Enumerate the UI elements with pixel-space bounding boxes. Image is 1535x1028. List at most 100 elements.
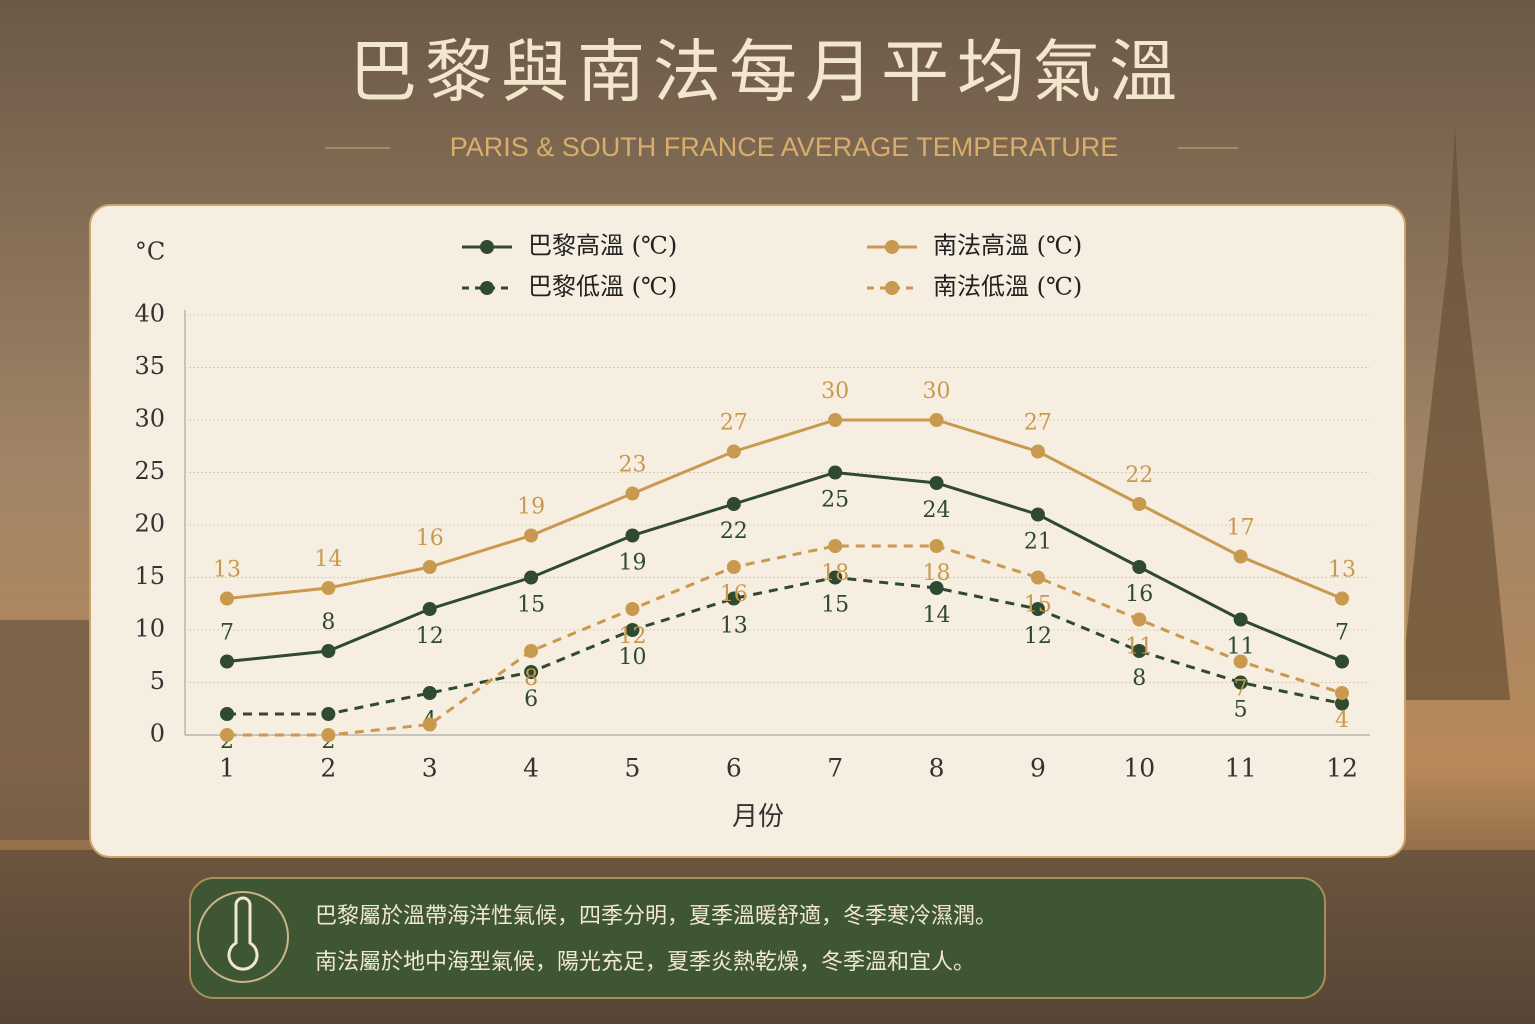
data-label: 8	[524, 666, 538, 691]
note-line: 巴黎屬於溫帶海洋性氣候，四季分明，夏季溫暖舒適，冬季寒冷濕潤。	[315, 904, 997, 929]
point	[828, 539, 843, 553]
x-tick-label: 2	[320, 754, 336, 783]
point	[524, 665, 539, 679]
data-label: 19	[618, 551, 646, 576]
data-label: 27	[720, 411, 748, 436]
data-label: 12	[618, 624, 646, 649]
data-label: 21	[1024, 530, 1052, 555]
point	[1132, 560, 1147, 574]
x-tick-label: 4	[523, 754, 539, 783]
point	[422, 602, 437, 616]
point	[1132, 612, 1147, 627]
point	[726, 444, 741, 459]
point	[1030, 444, 1045, 459]
point	[422, 560, 437, 574]
data-label: 11	[1125, 635, 1153, 660]
x-tick-label: 9	[1030, 754, 1046, 783]
point	[220, 654, 234, 669]
point	[524, 644, 539, 658]
point	[1233, 675, 1248, 690]
point	[828, 413, 843, 427]
data-label: 15	[1024, 593, 1052, 618]
building	[0, 620, 90, 840]
y-tick-label: 25	[134, 457, 165, 485]
point	[220, 707, 234, 721]
data-label: 15	[821, 593, 849, 618]
point	[220, 728, 234, 742]
data-label: 5	[1234, 698, 1248, 723]
data-label: 15	[517, 593, 545, 618]
x-tick-label: 10	[1123, 754, 1155, 783]
data-label: 7	[1335, 621, 1349, 646]
data-label: 23	[618, 453, 646, 478]
x-tick-label: 1	[219, 754, 235, 783]
y-tick-label: 0	[150, 720, 165, 748]
data-label: 12	[1024, 624, 1052, 649]
point	[625, 602, 640, 616]
icon-ring	[197, 891, 289, 983]
x-axis-title: 月份	[732, 802, 784, 832]
series-line	[226, 470, 1343, 663]
legend-marker	[885, 281, 899, 295]
data-label: 7	[1234, 677, 1248, 702]
data-label: 13	[213, 558, 241, 583]
point	[929, 476, 944, 490]
point	[220, 591, 234, 606]
point	[929, 581, 944, 595]
data-label: 16	[1125, 582, 1153, 607]
data-label: 30	[923, 379, 951, 404]
point	[1233, 549, 1248, 564]
point	[422, 686, 437, 700]
data-label: 4	[1335, 708, 1349, 733]
x-tick-label: 5	[625, 754, 641, 783]
legend-label: 南法低溫 (℃)	[933, 273, 1082, 301]
series-line	[227, 544, 1343, 737]
data-label: 25	[821, 488, 849, 513]
legend-marker	[480, 240, 494, 254]
note-box	[189, 877, 1326, 999]
point	[321, 707, 336, 721]
y-unit: °C	[135, 238, 165, 266]
y-tick-label: 40	[134, 300, 165, 328]
x-tick-label: 7	[827, 754, 843, 783]
point	[1030, 570, 1045, 585]
point	[1335, 654, 1349, 669]
data-label: 27	[1024, 411, 1052, 436]
data-label: 13	[1328, 558, 1356, 583]
x-tick-label: 12	[1326, 754, 1358, 783]
data-label: 14	[314, 547, 342, 572]
data-label: 8	[1132, 666, 1146, 691]
data-label: 19	[517, 495, 545, 520]
data-label: 22	[1125, 463, 1153, 488]
data-label: 24	[923, 498, 951, 523]
data-label: 16	[416, 526, 444, 551]
point	[524, 570, 539, 585]
point	[1132, 497, 1147, 511]
point	[321, 581, 336, 595]
point	[321, 728, 336, 742]
point	[726, 497, 741, 511]
data-label: 14	[923, 603, 951, 628]
data-label: 7	[220, 621, 234, 646]
legend-label: 巴黎高溫 (℃)	[528, 232, 677, 260]
legend-label: 巴黎低溫 (℃)	[528, 273, 677, 301]
data-label: 13	[720, 614, 748, 639]
data-label: 17	[1227, 516, 1255, 541]
point	[625, 623, 640, 637]
point	[321, 644, 336, 658]
point	[828, 465, 843, 480]
point	[726, 560, 741, 574]
point	[1030, 507, 1045, 522]
y-tick-label: 15	[134, 562, 165, 590]
data-label: 18	[821, 561, 849, 586]
x-tick-label: 11	[1225, 754, 1257, 783]
series-line	[226, 418, 1343, 600]
point	[929, 539, 944, 553]
x-tick-label: 6	[726, 754, 742, 783]
legend-marker	[885, 240, 899, 254]
data-label: 18	[923, 561, 951, 586]
legend-label: 南法高溫 (℃)	[933, 232, 1082, 260]
x-tick-label: 8	[929, 754, 945, 783]
